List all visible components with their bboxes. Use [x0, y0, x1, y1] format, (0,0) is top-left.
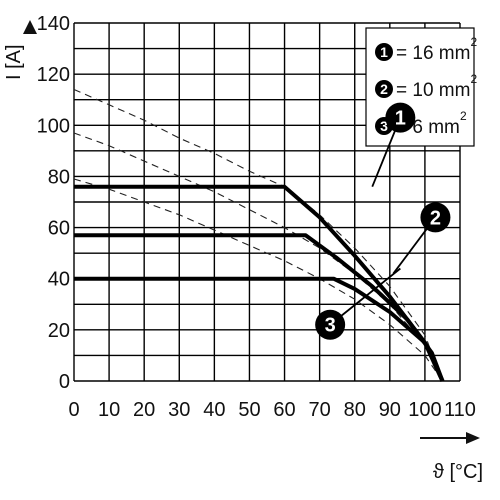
- y-tick-label: 120: [37, 64, 70, 86]
- legend-badge-2: [375, 80, 393, 98]
- x-axis-arrow-icon: [466, 432, 480, 444]
- reference-curve-dashed: [73, 132, 443, 382]
- callout-number: 1: [395, 108, 406, 130]
- y-tick-label: 140: [37, 13, 70, 35]
- x-axis-title: ϑ [°C]: [433, 461, 483, 483]
- x-tick-label: 0: [68, 399, 79, 421]
- callout-badge-1: [385, 102, 416, 133]
- callout-badge-3: [315, 309, 346, 340]
- y-tick-label: 100: [37, 115, 70, 137]
- series-line-3: [74, 276, 445, 382]
- legend-superscript: 2: [460, 109, 467, 123]
- legend-superscript: 2: [471, 72, 478, 86]
- x-tick-label: 100: [408, 399, 441, 421]
- legend-superscript: 2: [471, 35, 478, 49]
- y-axis-arrow-icon: [23, 20, 37, 34]
- reference-curve-dashed: [73, 178, 443, 382]
- x-tick-label: 80: [344, 399, 366, 421]
- x-tick-label: 70: [309, 399, 331, 421]
- x-tick-label: 60: [273, 399, 295, 421]
- y-tick-label: 0: [59, 371, 70, 393]
- series-line-2: [74, 233, 445, 382]
- callout-badge-2: [420, 202, 451, 233]
- x-tick-label: 10: [98, 399, 120, 421]
- legend-badge-number: 2: [380, 81, 388, 97]
- y-axis-title: I [A]: [3, 44, 25, 80]
- x-tick-label: 40: [203, 399, 225, 421]
- x-tick-label: 110: [444, 399, 476, 421]
- reference-curve-dashed: [73, 88, 444, 382]
- x-tick-label: 90: [379, 399, 401, 421]
- legend-badge-number: 3: [380, 118, 388, 134]
- legend-label-2: = 10 mm: [396, 80, 470, 101]
- x-tick-label: 50: [238, 399, 260, 421]
- callouts-layer: 1 2 3: [315, 102, 451, 340]
- x-tick-label: 20: [133, 399, 155, 421]
- y-tick-label: 20: [48, 320, 70, 342]
- legend-badge-1: [375, 43, 393, 61]
- y-tick-label: 80: [48, 166, 70, 188]
- legend-badge-number: 1: [380, 44, 388, 60]
- tick-labels-layer: 0 10 20 30 40 50 60 70 80 90 100 110020406080100120…: [37, 13, 476, 421]
- x-tick-label: 30: [168, 399, 190, 421]
- reference-curves-layer: [73, 88, 444, 382]
- callout-number: 3: [325, 315, 336, 337]
- series-layer: [74, 184, 445, 382]
- callout-number: 2: [430, 207, 441, 229]
- legend-label-1: = 16 mm: [396, 43, 470, 64]
- y-tick-label: 60: [48, 218, 70, 240]
- y-tick-label: 40: [48, 269, 70, 291]
